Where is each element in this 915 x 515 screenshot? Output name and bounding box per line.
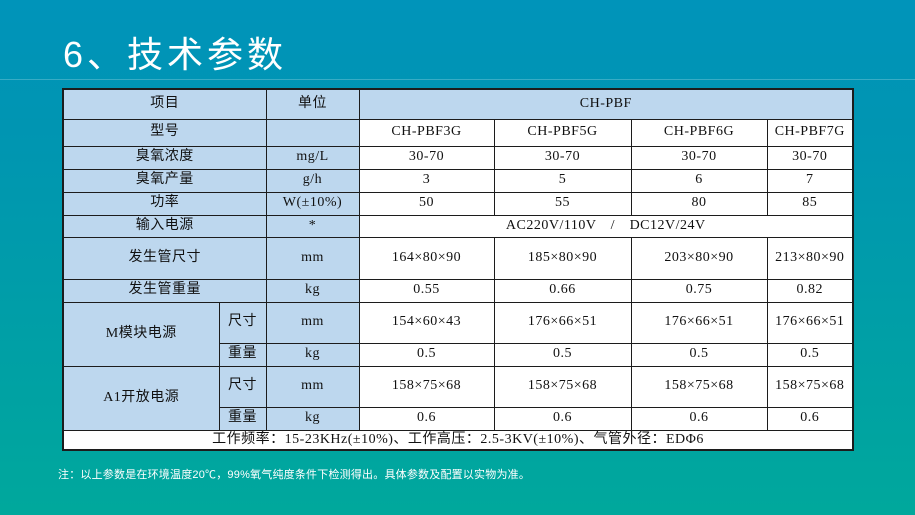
value-cell: 0.55 bbox=[358, 278, 495, 303]
value-cell: 6 bbox=[630, 168, 768, 193]
value-cell: 0.6 bbox=[358, 406, 495, 431]
row-model: 型号 CH-PBF3G CH-PBF5G CH-PBF6G CH-PBF7G bbox=[62, 118, 854, 147]
row-label: 臭氧产量 bbox=[62, 168, 267, 193]
row-label: 发生管重量 bbox=[62, 278, 267, 303]
row-label: 输入电源 bbox=[62, 214, 267, 238]
value-cell: 0.82 bbox=[766, 278, 854, 303]
value-cell: 30-70 bbox=[630, 145, 768, 170]
value-cell: 158×75×68 bbox=[493, 365, 632, 408]
value-cell: 176×66×51 bbox=[630, 301, 768, 344]
unit-cell: g/h bbox=[265, 168, 360, 193]
unit-cell: mm bbox=[265, 301, 360, 344]
header-series: CH-PBF bbox=[358, 88, 854, 120]
sub-label: 重量 bbox=[218, 406, 267, 431]
row-label: 发生管尺寸 bbox=[62, 236, 267, 280]
value-cell: CH-PBF7G bbox=[766, 118, 854, 147]
value-cell: 80 bbox=[630, 191, 768, 216]
value-cell: 0.5 bbox=[630, 342, 768, 367]
group-label-a1-module: A1开放电源 bbox=[62, 365, 220, 431]
value-cell: 7 bbox=[766, 168, 854, 193]
value-cell: CH-PBF6G bbox=[630, 118, 768, 147]
value-cell: 185×80×90 bbox=[493, 236, 632, 280]
value-cell: 0.5 bbox=[493, 342, 632, 367]
value-cell: 213×80×90 bbox=[766, 236, 854, 280]
row-tube-size: 发生管尺寸 mm 164×80×90 185×80×90 203×80×90 2… bbox=[62, 236, 854, 280]
row-m-module-size: M模块电源 尺寸 mm 154×60×43 176×66×51 176×66×5… bbox=[62, 301, 854, 367]
value-cell: 164×80×90 bbox=[358, 236, 495, 280]
value-cell: 30-70 bbox=[766, 145, 854, 170]
value-cell: 30-70 bbox=[493, 145, 632, 170]
row-tube-weight: 发生管重量 kg 0.55 0.66 0.75 0.82 bbox=[62, 278, 854, 303]
value-cell: 203×80×90 bbox=[630, 236, 768, 280]
sub-label: 尺寸 bbox=[218, 365, 267, 408]
row-ozone-concentration: 臭氧浓度 mg/L 30-70 30-70 30-70 30-70 bbox=[62, 145, 854, 170]
operating-params-cell: 工作频率：15-23KHz(±10%)、工作高压：2.5-3KV(±10%)、气… bbox=[62, 429, 854, 451]
unit-cell: mm bbox=[265, 236, 360, 280]
value-cell: 0.6 bbox=[766, 406, 854, 431]
unit-cell: * bbox=[265, 214, 360, 238]
unit-cell: W(±10%) bbox=[265, 191, 360, 216]
value-cell: 0.5 bbox=[766, 342, 854, 367]
value-cell: CH-PBF5G bbox=[493, 118, 632, 147]
unit-cell: mg/L bbox=[265, 145, 360, 170]
unit-cell bbox=[265, 118, 360, 147]
value-cell: 176×66×51 bbox=[493, 301, 632, 344]
value-cell: 176×66×51 bbox=[766, 301, 854, 344]
value-cell: 0.6 bbox=[630, 406, 768, 431]
value-cell: 158×75×68 bbox=[630, 365, 768, 408]
row-m-module-weight: 重量 kg 0.5 0.5 0.5 0.5 bbox=[63, 342, 854, 367]
row-a1-module-size: A1开放电源 尺寸 mm 158×75×68 158×75×68 158×75×… bbox=[62, 365, 854, 431]
value-cell: 30-70 bbox=[358, 145, 495, 170]
row-operating-params: 工作频率：15-23KHz(±10%)、工作高压：2.5-3KV(±10%)、气… bbox=[62, 429, 854, 451]
value-cell: CH-PBF3G bbox=[358, 118, 495, 147]
row-label: 型号 bbox=[62, 118, 267, 147]
value-cell: 3 bbox=[358, 168, 495, 193]
value-cell: 5 bbox=[493, 168, 632, 193]
sub-label: 尺寸 bbox=[218, 301, 267, 344]
slide-title: 6、技术参数 bbox=[63, 34, 288, 75]
background-band bbox=[0, 79, 915, 80]
unit-cell: kg bbox=[265, 342, 360, 367]
row-label: 功率 bbox=[62, 191, 267, 216]
value-cell: 85 bbox=[766, 191, 854, 216]
group-label-m-module: M模块电源 bbox=[62, 301, 220, 367]
row-input-power: 输入电源 * AC220V/110V / DC12V/24V bbox=[62, 214, 854, 238]
slide-note: 注：以上参数是在环境温度20℃，99%氧气纯度条件下检测得出。具体参数及配置以实… bbox=[58, 469, 531, 481]
header-row: 项目 单位 CH-PBF bbox=[62, 88, 854, 120]
value-cell: 0.66 bbox=[493, 278, 632, 303]
unit-cell: mm bbox=[265, 365, 360, 408]
row-label: 臭氧浓度 bbox=[62, 145, 267, 170]
header-item: 项目 bbox=[62, 88, 267, 120]
row-ozone-output: 臭氧产量 g/h 3 5 6 7 bbox=[62, 168, 854, 193]
sub-label: 重量 bbox=[218, 342, 267, 367]
value-cell-merged: AC220V/110V / DC12V/24V bbox=[358, 214, 854, 238]
value-cell: 158×75×68 bbox=[358, 365, 495, 408]
spec-table: 项目 单位 CH-PBF 型号 CH-PBF3G CH-PBF5G CH-PBF… bbox=[62, 88, 855, 451]
unit-cell: kg bbox=[265, 278, 360, 303]
header-unit: 单位 bbox=[265, 88, 360, 120]
value-cell: 0.6 bbox=[493, 406, 632, 431]
row-power: 功率 W(±10%) 50 55 80 85 bbox=[62, 191, 854, 216]
value-cell: 154×60×43 bbox=[358, 301, 495, 344]
value-cell: 0.5 bbox=[358, 342, 495, 367]
value-cell: 158×75×68 bbox=[766, 365, 854, 408]
unit-cell: kg bbox=[265, 406, 360, 431]
value-cell: 55 bbox=[493, 191, 632, 216]
row-a1-module-weight: 重量 kg 0.6 0.6 0.6 0.6 bbox=[63, 406, 854, 431]
value-cell: 50 bbox=[358, 191, 495, 216]
value-cell: 0.75 bbox=[630, 278, 768, 303]
